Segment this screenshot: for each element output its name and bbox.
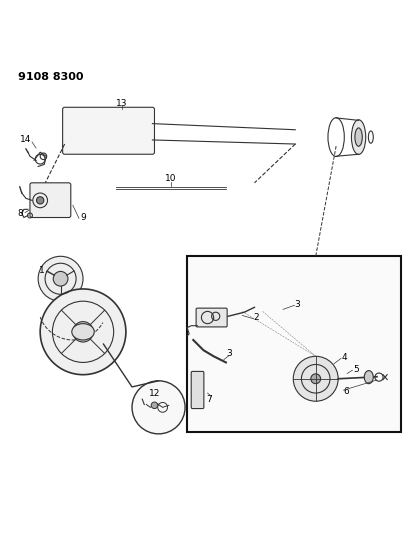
Circle shape bbox=[38, 256, 83, 301]
Text: 8: 8 bbox=[18, 209, 23, 218]
Circle shape bbox=[40, 289, 126, 375]
Ellipse shape bbox=[351, 120, 366, 155]
Text: 9: 9 bbox=[80, 213, 86, 222]
FancyBboxPatch shape bbox=[62, 107, 155, 154]
Text: 1: 1 bbox=[39, 266, 45, 275]
Ellipse shape bbox=[72, 324, 94, 340]
Circle shape bbox=[311, 374, 321, 384]
Text: 13: 13 bbox=[116, 99, 127, 108]
Text: 10: 10 bbox=[165, 174, 177, 183]
Text: 5: 5 bbox=[353, 365, 359, 374]
Ellipse shape bbox=[355, 128, 362, 146]
FancyBboxPatch shape bbox=[191, 372, 204, 409]
Text: 14: 14 bbox=[20, 135, 32, 144]
Ellipse shape bbox=[364, 370, 373, 384]
Text: 12: 12 bbox=[149, 390, 160, 398]
Circle shape bbox=[73, 321, 93, 342]
Text: 3: 3 bbox=[294, 300, 300, 309]
Bar bbox=[187, 256, 402, 432]
FancyBboxPatch shape bbox=[196, 308, 227, 327]
Circle shape bbox=[132, 381, 185, 434]
Circle shape bbox=[37, 197, 44, 204]
Text: 4: 4 bbox=[342, 353, 347, 361]
FancyBboxPatch shape bbox=[30, 183, 71, 217]
Text: 6: 6 bbox=[344, 386, 349, 395]
Circle shape bbox=[151, 402, 158, 409]
Text: 3: 3 bbox=[226, 349, 232, 358]
Text: 2: 2 bbox=[254, 313, 259, 322]
Text: 7: 7 bbox=[207, 394, 212, 403]
Circle shape bbox=[293, 356, 338, 401]
Text: 9108 8300: 9108 8300 bbox=[18, 71, 83, 82]
Circle shape bbox=[53, 271, 68, 286]
